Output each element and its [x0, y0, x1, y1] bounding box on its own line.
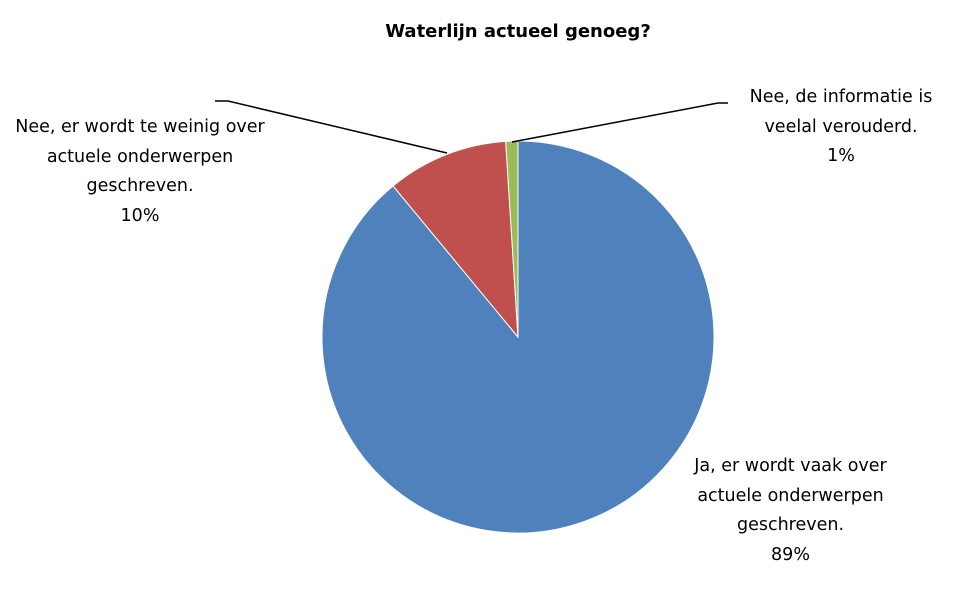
category-label: Ja, er wordt vaak over actuele onderwerp… — [694, 456, 887, 535]
pie — [321, 140, 715, 534]
data-label: Nee, de informatie is veelal verouderd. … — [728, 83, 954, 172]
leader-line — [511, 102, 728, 143]
leader-line — [215, 100, 448, 154]
category-label: Nee, de informatie is veelal verouderd. — [749, 87, 933, 137]
data-label: Nee, er wordt te weinig over actuele ond… — [15, 113, 265, 231]
chart-title: Waterlijn actueel genoeg? — [385, 21, 651, 42]
pie-slice — [392, 140, 519, 339]
value-label: 1% — [827, 146, 855, 166]
value-label: 10% — [120, 205, 160, 226]
data-label: Ja, er wordt vaak over actuele onderwerp… — [683, 452, 898, 570]
value-label: 89% — [771, 544, 810, 565]
category-label: Nee, er wordt te weinig over actuele ond… — [15, 117, 265, 196]
